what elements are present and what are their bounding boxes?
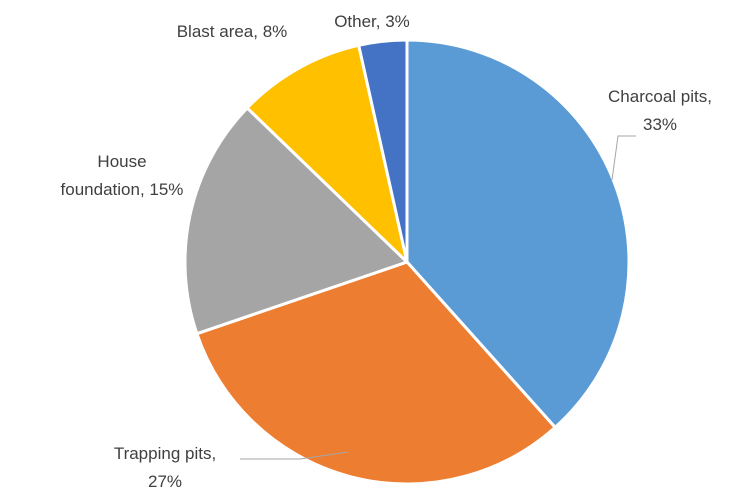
leader-line-trapping-pits xyxy=(240,451,349,460)
leader-line-charcoal-pits xyxy=(611,135,636,181)
data-label-blast-area: Blast area, 8% xyxy=(177,22,288,41)
data-label-other: Other, 3% xyxy=(334,12,410,31)
pie-slices xyxy=(183,38,631,486)
slice-other xyxy=(357,38,409,264)
data-label-trapping-pits: Trapping pits, 27% xyxy=(114,444,216,489)
slice-charcoal-pits xyxy=(405,38,631,429)
data-label-charcoal-pits: Charcoal pits, 33% xyxy=(608,87,712,134)
slice-blast-area xyxy=(245,43,409,264)
slice-trapping-pits xyxy=(195,260,557,486)
data-label-house-foundation: House foundation, 15% xyxy=(61,152,184,199)
slice-house-foundation xyxy=(183,106,409,336)
leader-lines xyxy=(240,135,636,460)
data-labels: Charcoal pits, 33% Trapping pits, 27% House f… xyxy=(61,12,712,489)
